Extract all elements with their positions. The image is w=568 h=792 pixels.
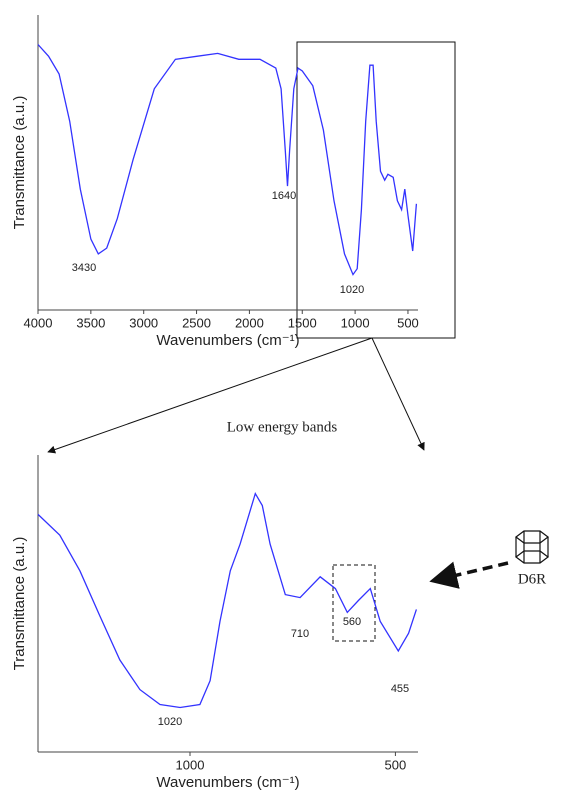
x-tick-label: 2500	[182, 315, 211, 330]
x-tick-label: 1000	[341, 315, 370, 330]
y-axis-label: Transmittance (a.u.)	[11, 537, 28, 671]
spectrum-line	[37, 491, 418, 709]
y-axis-label: Transmittance (a.u.)	[11, 96, 28, 230]
highlight-box	[332, 564, 376, 642]
zoom-box	[296, 41, 456, 339]
peak-label: 1020	[158, 716, 182, 728]
zoom-arrow	[47, 337, 373, 454]
d6r-icon	[515, 530, 549, 564]
x-axis-label: Wavenumbers (cm⁻¹)	[156, 774, 299, 791]
d6r-arrow	[429, 561, 509, 589]
x-tick-label: 3500	[76, 315, 105, 330]
x-tick-label: 500	[385, 757, 407, 772]
x-tick-label: 3000	[129, 315, 158, 330]
peak-label: 1020	[340, 284, 364, 296]
peak-label: 3430	[72, 262, 96, 274]
x-axis-label: Wavenumbers (cm⁻¹)	[156, 332, 299, 349]
peak-label: 560	[343, 616, 361, 628]
peak-label: 455	[391, 683, 409, 695]
peak-label: 1640	[272, 190, 296, 202]
zoom-arrow	[371, 337, 425, 451]
x-tick-label: 1500	[288, 315, 317, 330]
x-tick-label: 500	[397, 315, 419, 330]
x-tick-label: 2000	[235, 315, 264, 330]
spectrum-line	[37, 44, 418, 276]
d6r-label: D6R	[518, 571, 546, 587]
peak-label: 710	[291, 628, 309, 640]
x-tick-label: 1000	[176, 757, 205, 772]
zoom-label: Low energy bands	[227, 419, 338, 435]
x-tick-label: 4000	[24, 315, 53, 330]
